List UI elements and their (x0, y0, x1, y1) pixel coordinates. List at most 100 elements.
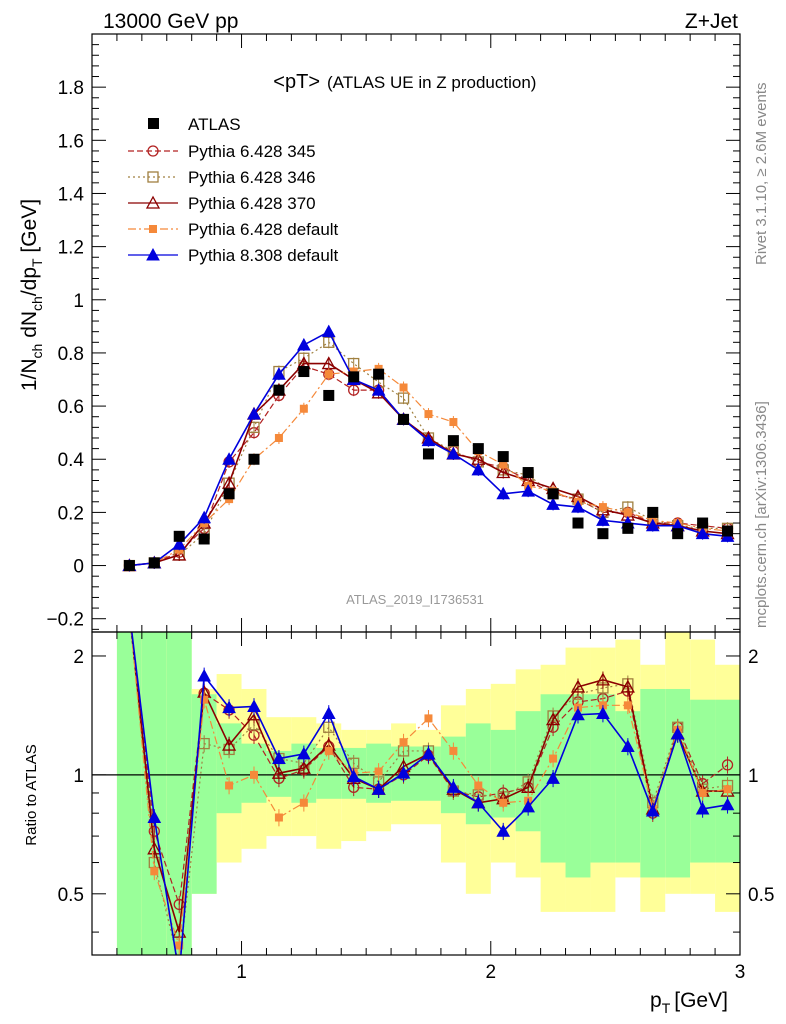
data-point (172, 547, 187, 561)
data-point (272, 367, 286, 380)
ratio-point (225, 781, 234, 790)
y-tick-label: 1.4 (58, 184, 85, 205)
ratio-band-inner (565, 694, 591, 878)
ratio-point (374, 767, 383, 776)
y-axis-label: 1/Nch dNch/dpT [GeV] (18, 199, 45, 391)
data-point (449, 418, 458, 427)
header-right: Z+Jet (685, 10, 738, 33)
ratio-point (197, 668, 211, 682)
y-tick-label: 1.8 (58, 78, 84, 99)
data-point (695, 526, 710, 540)
ratio-tick-label-left: 1 (73, 766, 84, 787)
ratio-point (645, 804, 660, 817)
y-tick-label: 1.2 (58, 238, 84, 259)
svg-text:1/Nch dNch/dpT [GeV]: 1/Nch dNch/dpT [GeV] (18, 199, 45, 391)
ratio-point (272, 751, 286, 765)
ratio-point (221, 737, 237, 751)
ratio-point (546, 771, 560, 784)
ratio-point (698, 788, 707, 797)
legend-label: Pythia 6.428 370 (188, 194, 316, 213)
atlas-point (273, 384, 285, 396)
main-series (122, 324, 735, 572)
series-line (129, 362, 728, 567)
ratio-point (324, 746, 333, 755)
ratio-point (250, 770, 258, 779)
legend-marker-atlas (148, 118, 159, 129)
y-tick-label: 1.6 (58, 131, 84, 152)
ratio-point (521, 799, 535, 813)
atlas-point (672, 528, 684, 540)
data-point (172, 537, 187, 550)
data-point (299, 404, 308, 413)
data-point (471, 462, 486, 476)
data-point (499, 460, 508, 469)
rivet-version-label: Rivet 3.1.10, ≥ 2.6M events (753, 83, 770, 266)
atlas-point (348, 371, 360, 383)
atlas-point (298, 366, 310, 378)
legend-label: Pythia 8.308 default (188, 246, 339, 265)
header-left: 13000 GeV pp (103, 10, 238, 33)
y-tick-label: 1 (73, 291, 84, 312)
ratio-point (721, 759, 734, 771)
ratio-point (346, 769, 361, 783)
atlas-point (323, 389, 335, 401)
ratio-point (299, 798, 308, 807)
x-tick-label: 1 (236, 962, 247, 983)
ratio-tick-label-left: 2 (73, 647, 84, 668)
atlas-point (697, 517, 709, 529)
ratio-point (695, 801, 710, 815)
data-point (222, 452, 236, 465)
atlas-point (198, 533, 210, 545)
data-point (496, 486, 511, 500)
data-point (247, 407, 261, 420)
ratio-point (521, 779, 536, 793)
ratio-point (173, 898, 185, 911)
data-point (371, 383, 386, 396)
x-tick-label: 2 (485, 962, 496, 983)
data-point (546, 497, 560, 510)
data-point (321, 324, 336, 338)
ratio-tick-label-right: 0.5 (748, 885, 774, 906)
ratio-point (570, 679, 586, 693)
chart-title-main: <pT> (273, 71, 320, 93)
y-tick-label: 0 (73, 557, 84, 578)
legend-marker (147, 145, 159, 157)
ratio-point (720, 797, 735, 811)
ratio-point (446, 780, 461, 793)
legend-label: Pythia 6.428 346 (188, 168, 316, 187)
data-point (324, 370, 333, 379)
atlas-point (373, 368, 385, 380)
ratio-point (499, 798, 508, 807)
atlas-point (447, 435, 459, 447)
atlas-point (123, 560, 135, 572)
ratio-point (496, 824, 511, 837)
data-point (221, 475, 237, 489)
atlas-point (572, 517, 584, 529)
x-axis-label: pT [GeV] (650, 989, 728, 1016)
legend-label: Pythia 6.428 default (188, 220, 339, 239)
ratio-point (371, 782, 386, 795)
y-tick-label: 0.4 (58, 450, 85, 471)
data-point (598, 503, 607, 512)
ratio-tick-label-right: 1 (748, 766, 759, 787)
ratio-point (399, 738, 408, 747)
series-line (129, 368, 728, 567)
ratio-band-inner (116, 632, 142, 955)
legend-label: ATLAS (188, 115, 241, 134)
ratio-point (595, 672, 611, 686)
y-tick-label: 0.2 (58, 503, 84, 524)
chart-title-sub: (ATLAS UE in Z production) (327, 73, 536, 92)
data-point (274, 433, 283, 442)
ratio-point (723, 785, 732, 794)
y-tick-label: 0.8 (58, 344, 84, 365)
data-point (446, 446, 461, 460)
ratio-point (222, 700, 236, 714)
atlas-point (248, 453, 260, 465)
ratio-point (175, 941, 184, 950)
legend-marker (149, 225, 157, 233)
atlas-point (547, 488, 559, 500)
ratio-point (396, 766, 411, 779)
y-tick-label: 0.6 (58, 397, 84, 418)
atlas-point (173, 530, 185, 542)
